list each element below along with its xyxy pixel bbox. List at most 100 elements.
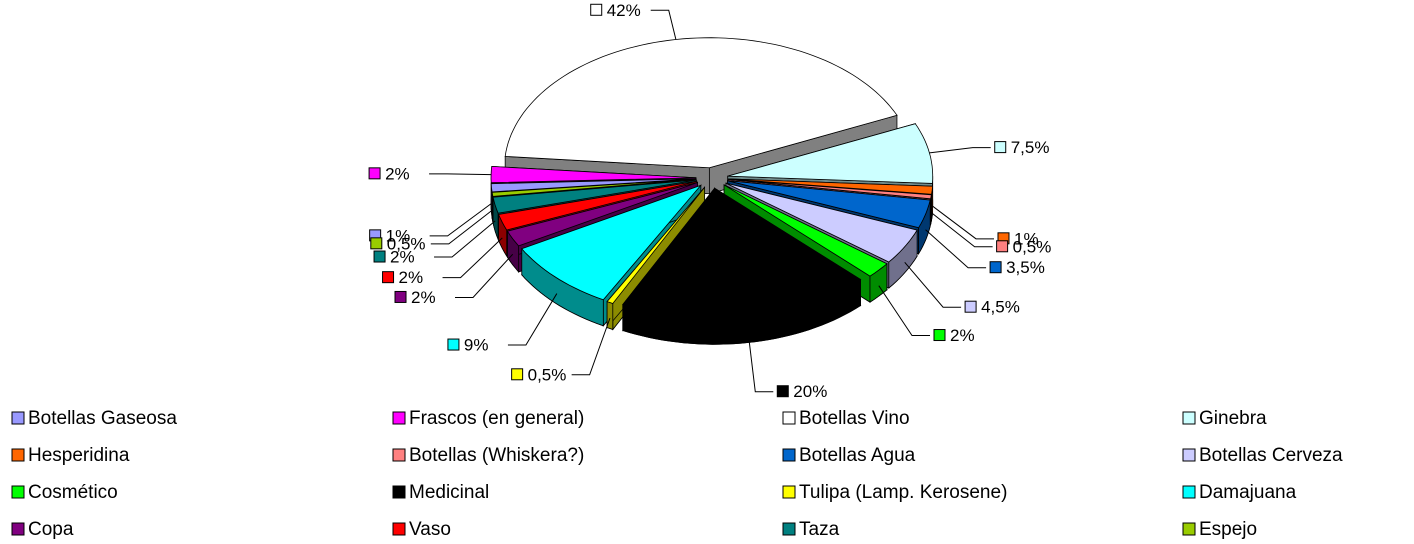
legend-swatch [11,411,25,425]
legend-label: Botellas Cerveza [1199,445,1343,466]
label-swatch [590,3,603,16]
leader-line [571,317,611,376]
leader-line [455,253,514,298]
data-labels: 1%2%42%7,5%1%0,5%3,5%4,5%2%20%0,5%9%2%2%… [368,1,1052,401]
slice-top [498,180,697,231]
legend-swatch [782,522,796,536]
leader-line [429,173,492,176]
data-label: 20% [793,382,827,401]
legend-swatch [392,448,406,462]
legend-label: Botellas (Whiskera?) [409,445,584,466]
legend-label: Hesperidina [28,445,130,466]
slice-top [504,37,898,169]
slice-top [727,123,934,184]
leader-line [747,332,774,393]
data-label: 7,5% [1011,138,1050,157]
slice-top [491,178,697,197]
legend-swatch [11,448,25,462]
slice-top [490,165,697,184]
slice-top [727,178,934,195]
slice-top [727,180,931,229]
legend-swatch [1182,522,1196,536]
legend-swatch [11,522,25,536]
label-swatch [368,167,381,180]
leader-line [442,237,503,279]
data-label: 0,5% [1013,237,1052,256]
legend-label: Medicinal [409,482,489,503]
label-swatch [994,141,1007,154]
data-label: 2% [399,268,424,287]
legend-swatch [1182,411,1196,425]
legend-swatch [782,448,796,462]
slice-top [725,182,918,263]
slice-top [622,187,862,319]
label-swatch [989,261,1002,274]
legend-swatch [782,485,796,499]
label-swatch [996,240,1009,253]
leader-line [925,229,987,269]
data-label: 0,5% [387,234,426,253]
label-swatch [370,237,383,250]
label-swatch [933,329,946,342]
leader-line [430,209,493,245]
legend-swatch [392,411,406,425]
legend-swatch [392,522,406,536]
slice-top [723,184,888,277]
leader-line [930,212,993,248]
leader-line [929,147,991,154]
label-swatch [511,368,524,381]
slice-top [492,179,697,214]
label-swatch [373,250,386,263]
slice-top [606,186,705,304]
legend-label: Copa [28,519,74,540]
label-swatch [382,271,395,284]
legend-label: Espejo [1199,519,1257,540]
data-label: 0,5% [528,365,567,384]
legend: Botellas Gaseosa Frascos (en general) Bote… [11,408,1343,540]
leader-line [429,202,492,237]
data-label: 42% [607,1,641,20]
legend-label: Botellas Vino [799,408,910,429]
legend-swatch [782,411,796,425]
slice [622,187,862,345]
leader-line [507,293,558,346]
legend-swatch [1182,448,1196,462]
data-label: 1% [1014,229,1039,248]
leader-line [931,205,994,240]
legend-label: Damajuana [1199,482,1297,503]
legend-label: Botellas Gaseosa [28,408,177,429]
legend-swatch [1182,485,1196,499]
data-label: 2% [950,326,975,345]
label-swatch [964,300,977,313]
label-swatch [776,385,789,398]
label-swatch [447,338,460,351]
legend-label: Tulipa (Lamp. Kerosene) [799,482,1007,503]
legend-label: Vaso [409,519,451,540]
leader-line [434,220,496,258]
legend-label: Botellas Agua [799,445,916,466]
legend-swatch [392,485,406,499]
leader-line [650,9,677,40]
slice-top [506,182,698,247]
legend-swatch [11,485,25,499]
data-label: 9% [464,336,489,355]
slice-top [727,178,932,200]
data-label: 2% [411,288,436,307]
data-label: 2% [390,248,415,267]
leader-line [904,261,962,308]
label-swatch [394,290,407,303]
data-label: 1% [386,226,411,245]
data-label: 3,5% [1006,258,1045,277]
legend-label: Taza [799,519,840,540]
legend-label: Frascos (en general) [409,408,584,429]
data-label: 4,5% [981,298,1020,317]
slice [521,184,703,327]
slice-top [490,178,697,193]
slice-side [930,194,932,225]
pie [490,37,934,345]
data-label: 2% [385,164,410,183]
slice-side [606,301,614,331]
legend-label: Cosmético [28,482,118,503]
slice-top [521,184,703,301]
